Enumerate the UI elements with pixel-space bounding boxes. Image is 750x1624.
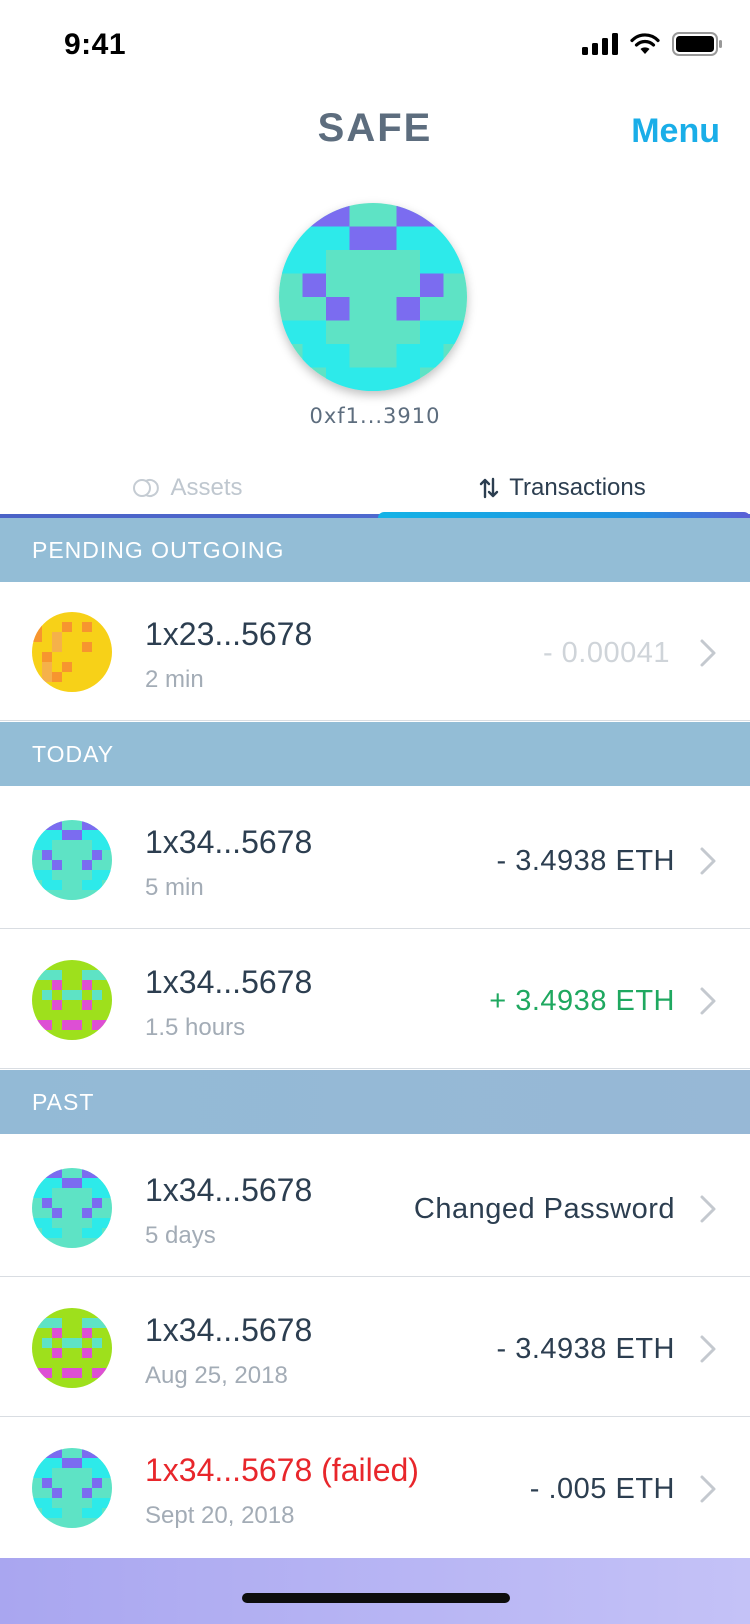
transaction-address: 1x34...5678 <box>145 824 313 860</box>
section-header-today: TODAY <box>0 722 750 786</box>
wifi-icon <box>630 33 660 54</box>
tab-assets[interactable]: Assets <box>0 462 375 514</box>
section-header-past: PAST <box>0 1070 750 1134</box>
transaction-address: 1x34...5678 <box>145 1172 313 1208</box>
chevron-right-icon <box>698 638 718 668</box>
transaction-time: 2 min <box>145 666 204 693</box>
tab-divider <box>0 514 750 518</box>
tab-assets-label: Assets <box>170 474 243 501</box>
identicon-avatar <box>32 1168 112 1248</box>
tab-transactions[interactable]: Transactions <box>375 462 750 514</box>
transaction-time: 5 min <box>145 874 204 901</box>
transaction-time: Sept 20, 2018 <box>145 1502 295 1529</box>
status-bar: 9:41 <box>0 0 750 92</box>
transaction-amount: Changed Password <box>413 1193 675 1225</box>
transaction-amount: - 3.4938 ETH <box>496 845 675 877</box>
status-icons <box>582 32 722 56</box>
identicon-image <box>279 203 467 391</box>
transaction-address-failed: 1x34...5678 (failed) <box>145 1452 419 1488</box>
active-tab-indicator <box>378 512 750 522</box>
transaction-address: 1x34...5678 <box>145 964 313 1000</box>
signal-icon <box>582 33 618 55</box>
bottom-bar <box>0 1558 750 1624</box>
wallet-avatar <box>279 203 467 391</box>
transaction-time: 1.5 hours <box>145 1014 246 1041</box>
chevron-right-icon <box>698 1334 718 1364</box>
transaction-address: 1x34...5678 <box>145 1312 313 1348</box>
swap-arrows-icon <box>480 477 499 499</box>
chevron-right-icon <box>698 846 718 876</box>
transaction-row[interactable]: 1x34...5678 1.5 hours + 3.4938 ETH <box>0 930 750 1069</box>
chevron-right-icon <box>698 1194 718 1224</box>
transaction-row[interactable]: 1x34...5678 5 days Changed Password <box>0 1138 750 1277</box>
identicon-avatar <box>32 960 112 1040</box>
transaction-row[interactable]: 1x34...5678 5 min - 3.4938 ETH <box>0 790 750 929</box>
coins-icon <box>133 479 160 497</box>
status-time: 9:41 <box>64 28 127 61</box>
identicon-avatar <box>32 1448 112 1528</box>
transaction-time: Aug 25, 2018 <box>145 1362 288 1389</box>
transaction-amount: - 0.00041 <box>542 637 670 669</box>
transaction-row[interactable]: 1x34...5678 (failed) Sept 20, 2018 - .00… <box>0 1418 750 1557</box>
identicon-avatar <box>32 1308 112 1388</box>
battery-icon <box>672 32 722 56</box>
menu-button[interactable]: Menu <box>631 112 720 150</box>
identicon-avatar <box>32 612 112 692</box>
chevron-right-icon <box>698 986 718 1016</box>
nav-bar: SAFE Menu <box>0 92 750 172</box>
identicon-avatar <box>32 820 112 900</box>
section-header-pending: PENDING OUTGOING <box>0 518 750 582</box>
tab-transactions-label: Transactions <box>509 474 646 501</box>
transaction-row[interactable]: 1x34...5678 Aug 25, 2018 - 3.4938 ETH <box>0 1278 750 1417</box>
transaction-amount: - 3.4938 ETH <box>496 1333 675 1365</box>
transaction-time: 5 days <box>145 1222 216 1249</box>
home-indicator[interactable] <box>242 1593 510 1603</box>
transaction-amount: - .005 ETH <box>529 1473 675 1505</box>
transaction-address: 1x23...5678 <box>145 616 313 652</box>
transaction-amount: + 3.4938 ETH <box>489 985 675 1017</box>
transaction-row[interactable]: 1x23...5678 2 min - 0.00041 <box>0 582 750 721</box>
chevron-right-icon <box>698 1474 718 1504</box>
tab-bar: Assets Transactions <box>0 462 750 524</box>
wallet-address: 0xf1...3910 <box>309 404 441 428</box>
page-title: SAFE <box>317 106 433 150</box>
